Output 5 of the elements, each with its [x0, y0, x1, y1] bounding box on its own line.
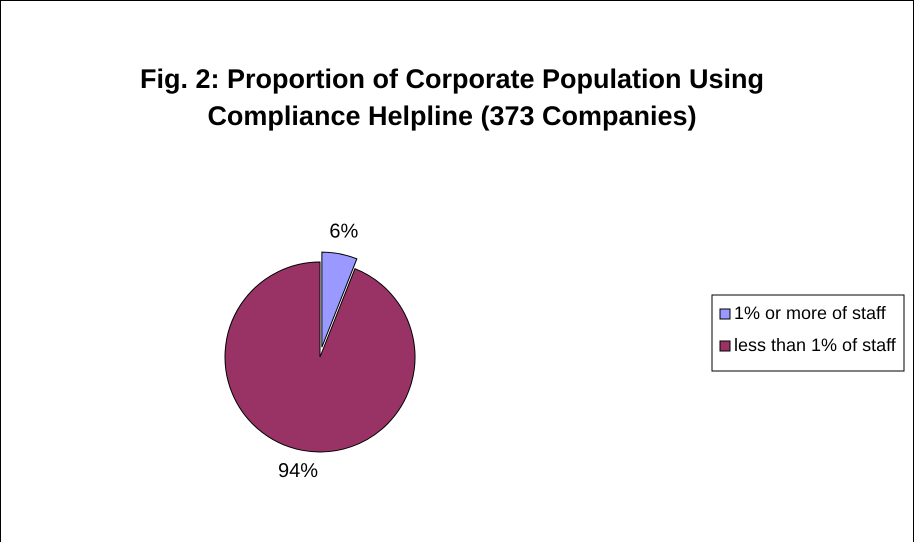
data-label: 94% — [278, 460, 318, 482]
chart-title: Fig. 2: Proportion of Corporate Population Using Compliance Helpline (373 Companies) — [140, 64, 764, 131]
data-label: 6% — [329, 220, 358, 243]
legend-label: 1% or more of staff — [734, 303, 887, 323]
legend-label: less than 1% of staff — [734, 335, 897, 355]
